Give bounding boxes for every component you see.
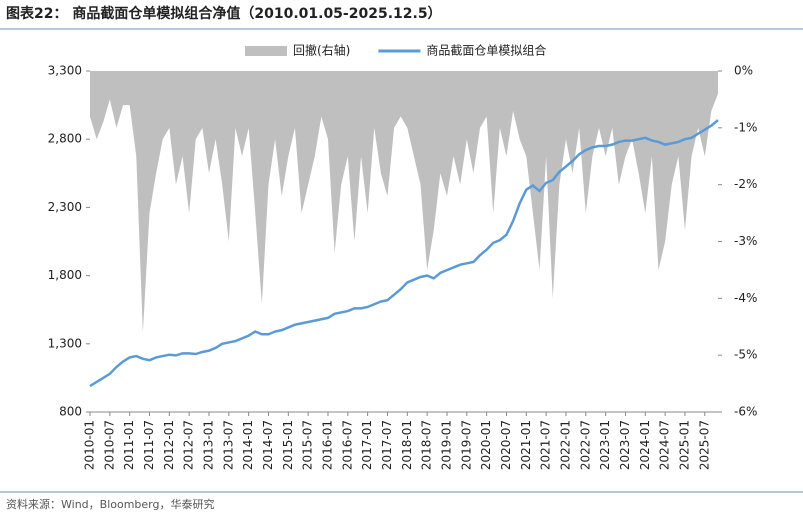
y-tick-label: 3,300	[48, 64, 82, 78]
y2-tick-label: -5%	[734, 348, 757, 362]
x-tick-label: 2023-01	[598, 420, 612, 470]
x-tick-label: 2018-01	[400, 420, 414, 470]
x-tick-label: 2016-01	[320, 420, 334, 470]
x-tick-label: 2010-07	[102, 420, 116, 470]
x-tick-label: 2016-07	[340, 420, 354, 470]
legend-swatch	[245, 46, 287, 56]
x-tick-label: 2012-07	[182, 420, 196, 470]
x-tick-label: 2012-01	[162, 420, 176, 470]
x-tick-label: 2011-07	[142, 420, 156, 470]
x-tick-label: 2015-01	[281, 420, 295, 470]
x-tick-label: 2022-01	[558, 420, 572, 470]
legend-label: 回撤(右轴)	[293, 43, 350, 58]
x-tick-label: 2021-07	[539, 420, 553, 470]
drawdown-area	[90, 71, 718, 333]
y-tick-label: 1,300	[48, 336, 82, 350]
x-tick-label: 2015-07	[301, 420, 315, 470]
x-tick-label: 2011-01	[122, 420, 136, 470]
x-tick-label: 2024-07	[658, 420, 672, 470]
x-tick-label: 2019-01	[439, 420, 453, 470]
x-tick-label: 2014-07	[261, 420, 275, 470]
nav-line	[89, 119, 719, 388]
y-tick-label: 2,300	[48, 200, 82, 214]
x-tick-label: 2017-01	[360, 420, 374, 470]
y2-tick-label: -6%	[734, 405, 757, 419]
y2-tick-label: -2%	[734, 177, 757, 191]
chart-title: 图表22： 商品截面仓单模拟组合净值（2010.01.05-2025.12.5）	[6, 5, 442, 22]
y-tick-label: 2,800	[48, 132, 82, 146]
x-tick-label: 2022-07	[578, 420, 592, 470]
x-tick-label: 2024-01	[638, 420, 652, 470]
x-tick-label: 2018-07	[420, 420, 434, 470]
x-tick-label: 2019-07	[459, 420, 473, 470]
x-tick-label: 2013-07	[221, 420, 235, 470]
source-note: 资料来源：Wind，Bloomberg，华泰研究	[6, 497, 214, 511]
x-tick-label: 2010-01	[83, 420, 97, 470]
y2-tick-label: -4%	[734, 291, 757, 305]
x-tick-label: 2014-01	[241, 420, 255, 470]
x-tick-label: 2013-01	[201, 420, 215, 470]
x-tick-label: 2021-01	[519, 420, 533, 470]
y2-tick-label: -3%	[734, 234, 757, 248]
x-tick-label: 2020-01	[479, 420, 493, 470]
y-tick-label: 1,800	[48, 268, 82, 282]
y2-tick-label: -1%	[734, 120, 757, 134]
y2-tick-label: 0%	[734, 64, 753, 78]
x-tick-label: 2025-01	[677, 420, 691, 470]
x-tick-label: 2025-07	[697, 420, 711, 470]
legend-label: 商品截面仓单模拟组合	[426, 43, 546, 58]
x-tick-label: 2020-07	[499, 420, 513, 470]
x-tick-label: 2023-07	[618, 420, 632, 470]
x-tick-label: 2017-07	[380, 420, 394, 470]
y-tick-label: 800	[59, 405, 82, 419]
